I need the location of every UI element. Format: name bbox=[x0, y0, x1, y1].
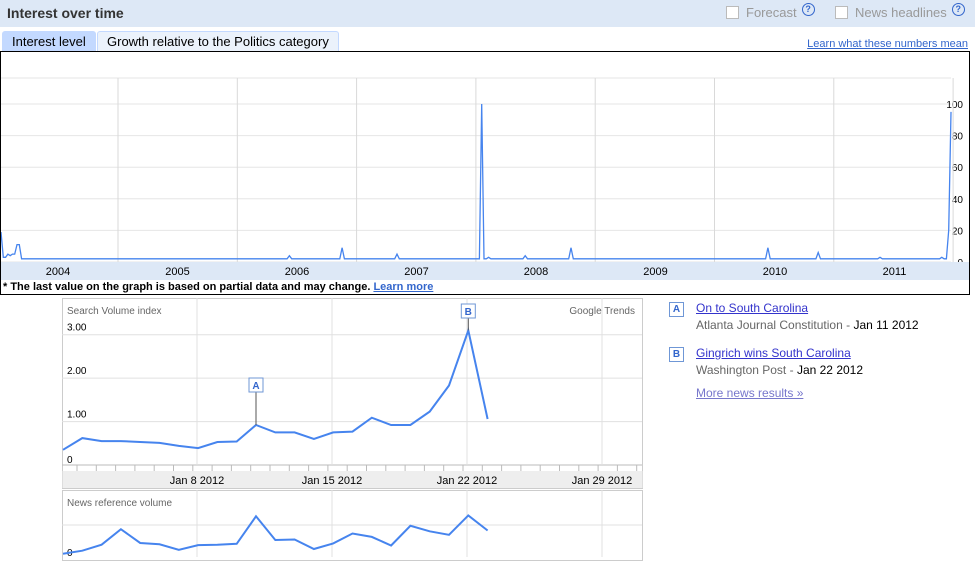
x-axis-band bbox=[62, 471, 643, 488]
y-tick-label: 80 bbox=[952, 132, 964, 143]
y-tick-label: 20 bbox=[952, 226, 964, 237]
annotation-flag bbox=[460, 303, 476, 319]
partial-data-text: * The last value on the graph is based o… bbox=[3, 281, 371, 293]
news-title-b[interactable]: Gingrich wins South Carolina bbox=[696, 346, 851, 360]
news-headlines-help-icon[interactable]: ? bbox=[951, 3, 965, 16]
annotation-letter: B bbox=[465, 307, 472, 318]
forecast-label: Forecast bbox=[746, 5, 797, 20]
news-marker-a[interactable]: A bbox=[669, 302, 684, 317]
y-tick-label: 40 bbox=[952, 195, 964, 206]
x-tick-label: Jan 15 2012 bbox=[302, 475, 363, 487]
interest-chart-frame: 0204060801002004200520062007200820092010… bbox=[0, 51, 970, 295]
forecast-checkbox[interactable] bbox=[726, 6, 739, 19]
x-tick-label: 2009 bbox=[643, 266, 667, 278]
news-title-a[interactable]: On to South Carolina bbox=[696, 301, 809, 315]
x-tick-label: Jan 22 2012 bbox=[437, 475, 498, 487]
search-volume-line bbox=[62, 326, 489, 451]
x-axis-band bbox=[1, 262, 969, 280]
news-separator: - bbox=[786, 363, 797, 377]
news-date-a: Jan 11 2012 bbox=[853, 318, 919, 332]
news-reference-line bbox=[62, 514, 489, 555]
search-volume-chart: Jan 8 2012 Jan 15 2012 Jan 22 2012 Jan 29 2… bbox=[62, 298, 643, 489]
x-tick-label: 2010 bbox=[763, 266, 787, 278]
news-date-b: Jan 22 2012 bbox=[796, 363, 864, 377]
x-tick-label: Jan 29 2012 bbox=[572, 475, 633, 487]
x-tick-label: 2007 bbox=[404, 266, 428, 278]
chart-title: News reference volume bbox=[67, 498, 172, 509]
news-headlines-label: News headlines bbox=[855, 5, 947, 20]
news-marker-b[interactable]: B bbox=[669, 347, 684, 362]
learn-more-link[interactable]: Learn more bbox=[373, 281, 434, 293]
x-tick-label: 2006 bbox=[285, 266, 309, 278]
more-news-link[interactable]: More news results » bbox=[696, 386, 804, 400]
x-tick-label: Jan 8 2012 bbox=[170, 475, 224, 487]
y-tick-label: 1.00 bbox=[67, 410, 87, 421]
annotation-flag bbox=[248, 377, 264, 393]
x-tick-label: 2004 bbox=[46, 266, 70, 278]
y-tick-label: 3.00 bbox=[67, 323, 87, 334]
annotation-letter: A bbox=[252, 381, 259, 392]
partial-data-note: * The last value on the graph is based o… bbox=[3, 281, 433, 293]
news-separator: - bbox=[842, 318, 854, 332]
interest-series-line bbox=[0, 103, 952, 260]
news-source-b: Washington Post bbox=[696, 363, 787, 377]
news-headlines-checkbox[interactable] bbox=[835, 6, 848, 19]
forecast-option[interactable]: Forecast ? bbox=[726, 3, 815, 20]
interest-over-time-chart: 0204060801002004200520062007200820092010… bbox=[0, 77, 969, 280]
x-tick-label: 2011 bbox=[883, 266, 907, 278]
header-bar: Interest over time Forecast ? News headl… bbox=[0, 0, 975, 27]
tab-growth-politics[interactable]: Growth relative to the Politics category bbox=[97, 31, 339, 52]
section-title: Interest over time bbox=[7, 5, 124, 21]
news-source-a: Atlanta Journal Constitution bbox=[696, 318, 843, 332]
y-tick-label: 0 bbox=[67, 455, 73, 466]
x-tick-label: 2005 bbox=[165, 266, 189, 278]
x-tick-label: 2008 bbox=[524, 266, 548, 278]
news-headlines-option[interactable]: News headlines ? bbox=[835, 3, 965, 20]
forecast-help-icon[interactable]: ? bbox=[801, 3, 815, 16]
learn-numbers-link[interactable]: Learn what these numbers mean bbox=[807, 38, 968, 50]
google-trends-label: Google Trends bbox=[569, 306, 635, 317]
y-tick-label: 60 bbox=[952, 163, 964, 174]
y-tick-label: 100 bbox=[946, 100, 963, 111]
y-tick-label: 2.00 bbox=[67, 366, 87, 377]
chart-title: Search Volume index bbox=[67, 306, 162, 317]
search-volume-frame bbox=[62, 298, 643, 489]
tab-interest-level[interactable]: Interest level bbox=[2, 31, 96, 52]
